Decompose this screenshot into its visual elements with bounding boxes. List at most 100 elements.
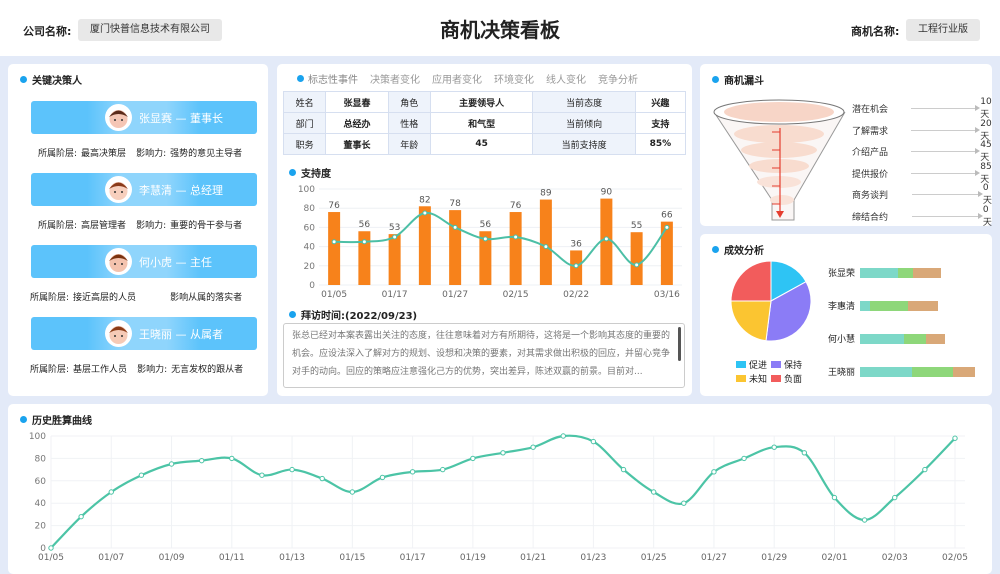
line-point xyxy=(168,461,175,467)
line-point xyxy=(482,236,488,242)
x-tick-label: 01/19 xyxy=(460,553,486,563)
table-row: 部门 总经办 性格 和气型 当前倾向 支持 xyxy=(282,112,687,134)
decision-maker-card[interactable]: 王晓丽 — 从属者 xyxy=(31,317,257,350)
tab-4[interactable]: 线人变化 xyxy=(546,75,586,86)
panel-title: 成效分析 xyxy=(724,246,764,257)
bullet-icon xyxy=(20,76,27,83)
tab-2[interactable]: 应用者变化 xyxy=(432,75,482,86)
scrollbar[interactable] xyxy=(678,327,681,361)
line-point xyxy=(741,455,747,462)
stage-label: 潜在机会 xyxy=(852,105,889,115)
decision-maker-card[interactable]: 李慧清 — 总经理 xyxy=(31,173,257,206)
level-value: 最高决策层 xyxy=(81,149,127,159)
line-point xyxy=(229,455,235,462)
arrow-icon xyxy=(910,126,980,133)
tab-bar: 标志性事件 决策者变化 应用者变化 环境变化 线人变化 竞争分析 xyxy=(297,71,638,86)
influence-label: 影响力: xyxy=(136,149,167,159)
y-tick-label: 80 xyxy=(304,204,316,214)
funnel-stage: 缔结合约 0天 xyxy=(852,205,997,228)
x-tick-label: 02/15 xyxy=(503,290,529,300)
person-info: 所属阶层: 基层工作人员 影响力: 无言发权的跟从者 xyxy=(30,362,243,375)
table-key: 年龄 xyxy=(387,133,431,155)
data-label: 56 xyxy=(480,220,492,230)
data-label: 76 xyxy=(510,201,522,211)
x-tick-label: 02/22 xyxy=(563,290,589,300)
x-tick-label: 01/11 xyxy=(219,553,245,563)
y-tick-label: 80 xyxy=(35,454,47,464)
data-label: 76 xyxy=(328,201,340,211)
bullet-icon xyxy=(289,169,296,176)
table-value: 张显春 xyxy=(325,91,389,113)
opportunity-field[interactable]: 工程行业版 xyxy=(906,19,980,41)
data-label: 55 xyxy=(631,221,642,231)
line-point xyxy=(319,475,325,482)
line-point xyxy=(620,466,627,473)
legend-swatch xyxy=(771,361,781,368)
y-tick-label: 60 xyxy=(35,477,47,487)
level-label: 所属阶层: xyxy=(30,293,70,303)
arrow-icon xyxy=(911,212,983,219)
stage-value: 85天 xyxy=(980,161,992,185)
line-point xyxy=(922,466,928,473)
bullet-icon xyxy=(297,75,304,82)
table-value: 45 xyxy=(429,133,534,155)
company-field[interactable]: 厦门快普信息技术有限公司 xyxy=(78,19,222,41)
stage-label: 缔结合约 xyxy=(852,212,889,223)
history-chart: 0 20 40 60 80 100 01/05 01/07 01/09 01/11 01/13 01/… xyxy=(29,432,968,563)
x-tick-label: 01/21 xyxy=(520,553,546,563)
x-tick-label: 01/05 xyxy=(321,290,347,300)
legend-item: 负面 xyxy=(771,372,802,385)
tab-5[interactable]: 竞争分析 xyxy=(598,75,638,86)
x-tick-label: 02/05 xyxy=(942,553,968,563)
support-chart: 0 20 40 60 80 100 76 01/05 56 53 01/17 82 78 01/27 56 7… xyxy=(298,185,682,300)
bullet-icon xyxy=(20,416,27,423)
line-point xyxy=(543,244,549,250)
visit-note[interactable]: 张总已经对本案表露出关注的态度，往往意味着对方有所期待，这将是一个影响其态度的重… xyxy=(283,323,685,388)
tab-1[interactable]: 决策者变化 xyxy=(370,75,420,86)
legend-label: 促进 xyxy=(749,361,768,371)
line-point xyxy=(422,210,428,216)
line-point xyxy=(771,444,777,450)
person-info: 所属阶层: 接近高层的人员 影响从属的落实者 xyxy=(30,290,242,303)
panel-title: 关键决策人 xyxy=(32,76,82,87)
pie-slice xyxy=(730,300,772,342)
stage-label: 提供报价 xyxy=(852,169,889,180)
decision-makers-panel: 关键决策人 张显赛 — 董事长 所属阶层: 最高决策层 影响力: 强势的意见主导者 李慧清… xyxy=(8,64,268,396)
tab-0[interactable]: 标志性事件 xyxy=(308,75,358,86)
x-tick-label: 01/13 xyxy=(279,553,305,563)
data-label: 89 xyxy=(540,189,552,199)
stack-name: 张显荣 xyxy=(828,269,856,279)
bar-segment xyxy=(904,334,926,344)
influence-label: 影响力: xyxy=(137,365,168,375)
data-label: 82 xyxy=(419,195,430,205)
x-tick-label: 01/05 xyxy=(38,553,64,563)
person-name: 张显赛 — 董事长 xyxy=(139,112,223,125)
line-point xyxy=(440,466,446,473)
stack-name: 何小慧 xyxy=(828,335,856,345)
avatar xyxy=(105,248,132,275)
decision-maker-card[interactable]: 张显赛 — 董事长 xyxy=(31,101,257,134)
data-label: 36 xyxy=(570,239,582,249)
stacked-bar xyxy=(860,334,945,344)
visit-title: 拜访时间:(2022/09/23) xyxy=(301,311,418,322)
bullet-icon xyxy=(712,246,719,253)
stage-value: 10天 xyxy=(980,97,992,120)
avatar xyxy=(105,176,132,203)
line-point xyxy=(392,234,398,240)
bar-segment xyxy=(870,301,908,311)
line-point xyxy=(560,433,566,439)
level-label: 所属阶层: xyxy=(30,365,70,375)
data-label: 66 xyxy=(661,211,673,221)
table-value: 和气型 xyxy=(429,112,534,134)
bar-segment xyxy=(860,367,912,377)
y-tick-label: 100 xyxy=(298,185,315,195)
y-tick-label: 100 xyxy=(29,432,46,442)
decision-maker-card[interactable]: 何小虎 — 主任 xyxy=(31,245,257,278)
x-tick-label: 01/07 xyxy=(98,553,124,563)
support-title: 支持度 xyxy=(301,169,331,180)
tab-3[interactable]: 环境变化 xyxy=(494,75,534,86)
legend-swatch xyxy=(736,361,746,368)
opportunity-label: 商机名称: xyxy=(851,25,900,38)
legend-swatch xyxy=(736,375,746,382)
line-point xyxy=(952,435,958,441)
